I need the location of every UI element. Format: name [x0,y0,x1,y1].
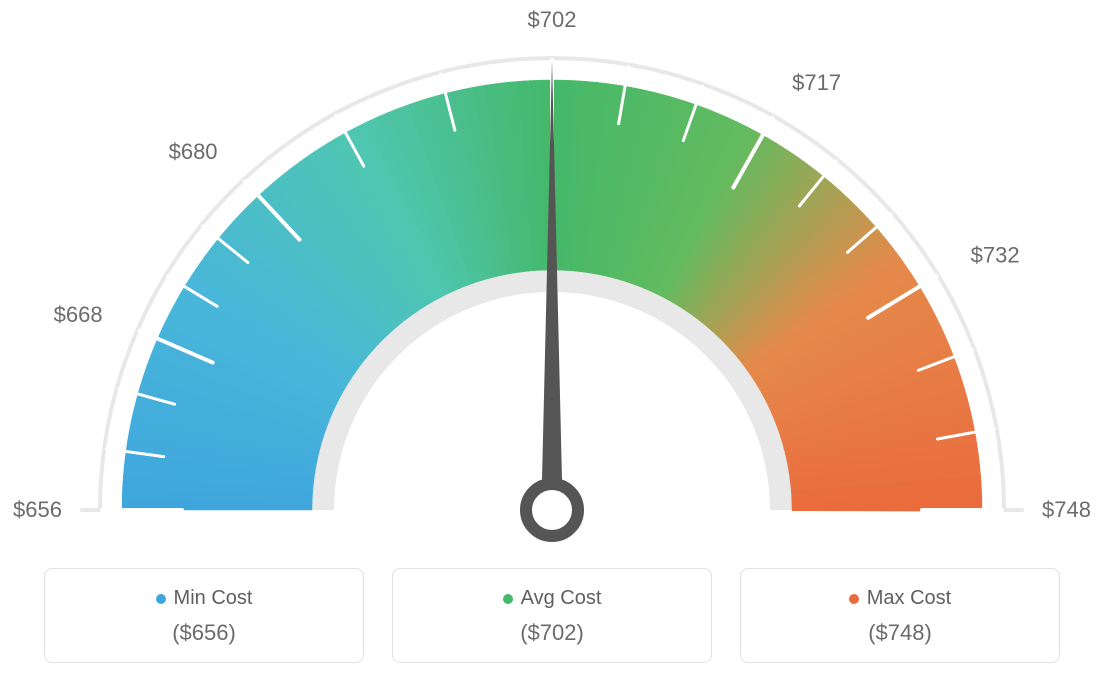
legend-dot-min [156,594,166,604]
legend-dot-avg [503,594,513,604]
legend-row: Min Cost ($656) Avg Cost ($702) Max Cost… [0,568,1104,663]
gauge-chart: $656 $668 $680 $702 $717 $732 $748 [0,0,1104,560]
gauge-container: $656 $668 $680 $702 $717 $732 $748 [0,0,1104,560]
gauge-tick-label: $748 [1042,497,1091,522]
gauge-tick-label: $702 [528,7,577,32]
gauge-tick-label: $656 [13,497,62,522]
legend-label-avg: Avg Cost [521,587,602,610]
gauge-tick-label: $732 [971,242,1020,267]
gauge-tick-label: $717 [792,70,841,95]
legend-card-avg: Avg Cost ($702) [392,568,712,663]
legend-value-min: ($656) [57,620,351,646]
gauge-tick-label: $680 [169,139,218,164]
legend-value-max: ($748) [753,620,1047,646]
legend-card-max: Max Cost ($748) [740,568,1060,663]
legend-label-min: Min Cost [174,587,253,610]
legend-title-min: Min Cost [156,587,253,610]
legend-title-max: Max Cost [849,587,951,610]
legend-card-min: Min Cost ($656) [44,568,364,663]
legend-label-max: Max Cost [867,587,951,610]
legend-title-avg: Avg Cost [503,587,602,610]
legend-value-avg: ($702) [405,620,699,646]
gauge-hub [526,484,578,536]
gauge-tick-label: $668 [54,302,103,327]
legend-dot-max [849,594,859,604]
